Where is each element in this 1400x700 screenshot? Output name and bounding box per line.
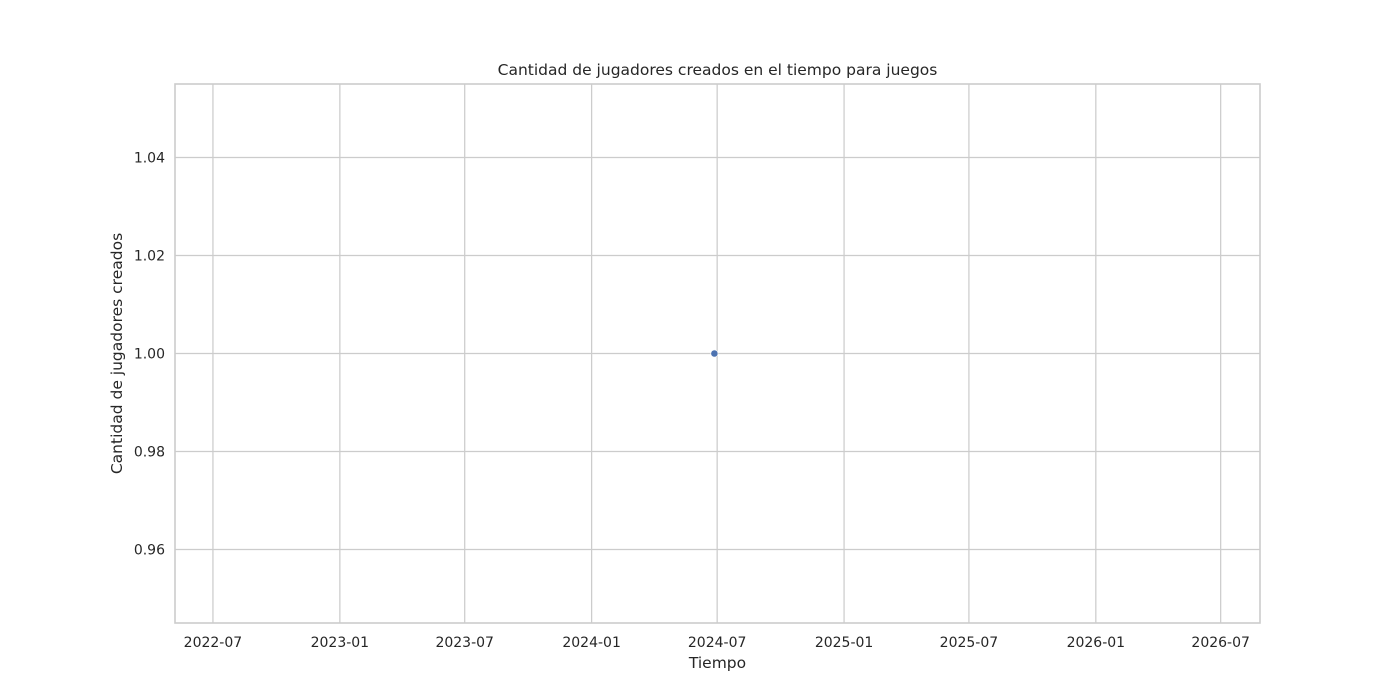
x-tick-label: 2026-01 [1067,635,1126,651]
y-tick-label: 0.98 [134,445,165,461]
x-tick-label: 2024-07 [688,635,747,651]
y-tick-label: 1.04 [134,151,165,167]
data-points [710,349,719,358]
x-tick-labels: 2022-07 2023-01 2023-07 2024-01 2024-07 2025-… [184,635,1250,651]
x-tick-label: 2025-01 [815,635,874,651]
y-tick-label: 1.00 [134,347,165,363]
x-tick-label: 2024-01 [562,635,621,651]
x-tick-label: 2026-07 [1191,635,1250,651]
x-tick-label: 2025-07 [940,635,999,651]
x-tick-label: 2022-07 [184,635,243,651]
x-tick-label: 2023-07 [435,635,494,651]
chart-title: Cantidad de jugadores creados en el tiem… [498,61,938,79]
y-tick-label: 0.96 [134,543,165,559]
plot-frame [174,83,1261,624]
data-point [710,349,719,358]
y-gridlines [175,156,1260,551]
x-axis-label: Tiempo [688,654,746,672]
y-tick-label: 1.02 [134,249,165,265]
y-axis-label: Cantidad de jugadores creados [108,233,126,474]
y-tick-labels: 0.96 0.98 1.00 1.02 1.04 [134,151,165,559]
x-tick-label: 2023-01 [311,635,370,651]
